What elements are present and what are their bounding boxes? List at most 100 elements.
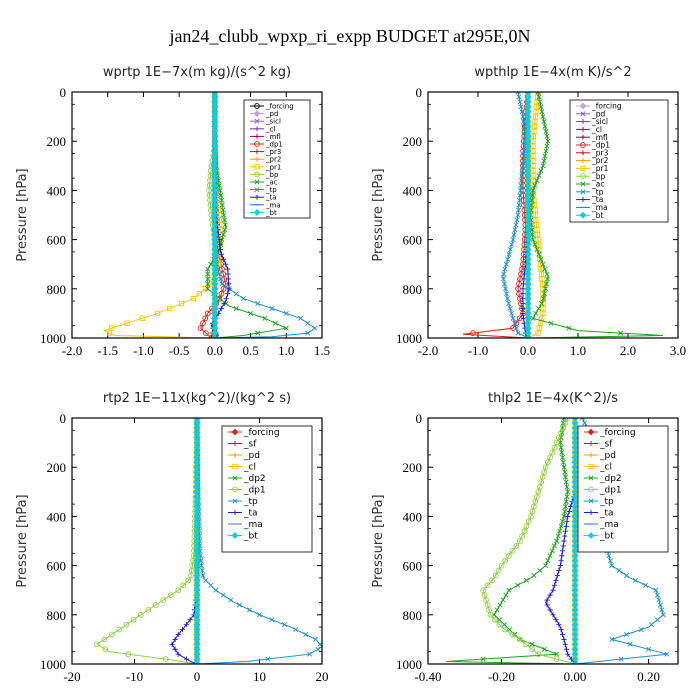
data-point-pr1 xyxy=(537,320,544,326)
data-point-ac xyxy=(217,296,223,302)
data-point-dp1 xyxy=(489,577,495,584)
data-point-dp1 xyxy=(517,538,523,544)
y-tick-label: 1000 xyxy=(396,331,422,346)
legend-entry: _sf xyxy=(599,440,613,450)
legend-marker xyxy=(232,509,238,516)
legend-marker xyxy=(232,498,238,504)
data-point-ac xyxy=(538,256,544,262)
legend-entry: _dp1 xyxy=(243,486,266,496)
data-point-ta xyxy=(223,296,229,302)
data-point-dp1 xyxy=(167,592,174,598)
data-point-pr1 xyxy=(535,241,542,248)
legend-marker xyxy=(580,189,586,195)
data-point-tp xyxy=(203,577,209,583)
data-point-tp xyxy=(218,276,224,282)
data-point-ac xyxy=(233,305,239,311)
data-point-dp1 xyxy=(160,597,167,603)
data-point-ac xyxy=(544,276,551,282)
legend-entry: _tp xyxy=(265,186,277,194)
data-point-ac xyxy=(528,222,535,228)
data-point-tp xyxy=(521,148,528,154)
data-point-tp xyxy=(518,182,524,188)
data-point-tp xyxy=(510,237,516,243)
data-point-tp xyxy=(303,631,309,637)
data-point-tp xyxy=(517,192,523,198)
data-point-dp2 xyxy=(503,592,509,598)
data-point-dp2 xyxy=(551,543,557,549)
y-tick-label: 0 xyxy=(416,85,423,100)
data-point-dp2 xyxy=(554,651,560,657)
figure-title: jan24_clubb_wpxp_ri_expp BUDGET at295E,0… xyxy=(168,26,530,46)
data-point-dp1 xyxy=(175,587,182,594)
data-point-dp1 xyxy=(517,636,523,643)
y-tick-label: 0 xyxy=(60,85,67,100)
data-point-dp2 xyxy=(564,494,570,500)
data-point-ac xyxy=(544,133,550,139)
y-tick-label: 600 xyxy=(47,233,67,248)
data-point-dp1 xyxy=(486,607,492,613)
y-axis-label: Pressure [hPa] xyxy=(15,494,30,587)
data-point-ta xyxy=(550,587,556,593)
data-point-ta xyxy=(551,582,558,588)
x-tick-label: 1.5 xyxy=(314,343,330,358)
data-point-tp xyxy=(515,330,521,336)
series-group xyxy=(462,92,664,338)
data-point-tp xyxy=(240,296,246,302)
data-point-dp1 xyxy=(94,641,100,648)
legend-entry: _dp2 xyxy=(599,474,622,484)
legend-entry: _cl xyxy=(591,125,602,134)
data-point-ta xyxy=(553,577,559,583)
data-point-ac xyxy=(534,178,540,184)
data-point-tp xyxy=(512,320,518,326)
legend-marker xyxy=(254,118,260,124)
data-point-pr1 xyxy=(124,320,130,326)
data-point-ta xyxy=(562,641,568,647)
data-point-dp1 xyxy=(481,592,488,598)
data-point-tp xyxy=(503,261,509,267)
data-point-tp xyxy=(515,207,522,213)
data-point-dp1 xyxy=(109,631,115,638)
data-point-ac xyxy=(221,217,228,223)
legend-marker xyxy=(254,126,260,132)
data-point-ac xyxy=(538,104,544,110)
legend-entry: _ta xyxy=(599,509,614,519)
x-tick-label: 3.0 xyxy=(670,343,686,358)
data-point-ta xyxy=(558,558,564,564)
data-point-pr1 xyxy=(190,295,197,302)
legend-marker xyxy=(254,149,260,155)
panel-title: wprtp 1E−7x(m kg)/(s^2 kg) xyxy=(103,65,291,80)
data-point-ta xyxy=(172,636,178,642)
data-point-tp xyxy=(313,636,319,642)
data-point-dp1 xyxy=(202,315,209,322)
data-point-tp xyxy=(653,587,659,593)
data-point-pr1 xyxy=(540,291,546,297)
legend-entry: _pr3 xyxy=(265,148,281,156)
data-point-dp1 xyxy=(562,420,569,426)
data-point-pr1 xyxy=(534,227,540,233)
data-point-dp2 xyxy=(524,577,530,583)
legend-entry: _bp xyxy=(265,171,279,179)
data-point-tp xyxy=(269,617,275,623)
data-point-dp1 xyxy=(556,434,562,441)
data-point-dp2 xyxy=(562,474,569,480)
data-point-tp xyxy=(516,94,522,100)
chart-panel-4: thlp2 1E−4x(K^2)/s Pressure [hPa] -0.40 -0.… xyxy=(371,391,679,684)
data-point-ac xyxy=(534,246,540,252)
data-point-ta xyxy=(561,538,567,544)
legend-marker xyxy=(580,197,586,203)
data-point-dp1 xyxy=(204,310,211,317)
panel-title: thlp2 1E−4x(K^2)/s xyxy=(488,391,618,406)
data-point-pr1 xyxy=(109,325,115,331)
x-tick-label: -2.0 xyxy=(418,343,439,358)
data-point-dp1 xyxy=(535,488,542,495)
data-point-dp2 xyxy=(506,587,512,593)
data-point-ac xyxy=(208,261,214,267)
data-point-dp1 xyxy=(492,572,499,579)
data-point-dp1 xyxy=(220,285,227,292)
legend-entry: _cl xyxy=(243,463,256,473)
data-point-tp xyxy=(516,202,522,208)
data-point-tp xyxy=(609,563,615,569)
y-tick-label: 800 xyxy=(403,282,423,297)
data-point-tp xyxy=(606,553,612,559)
